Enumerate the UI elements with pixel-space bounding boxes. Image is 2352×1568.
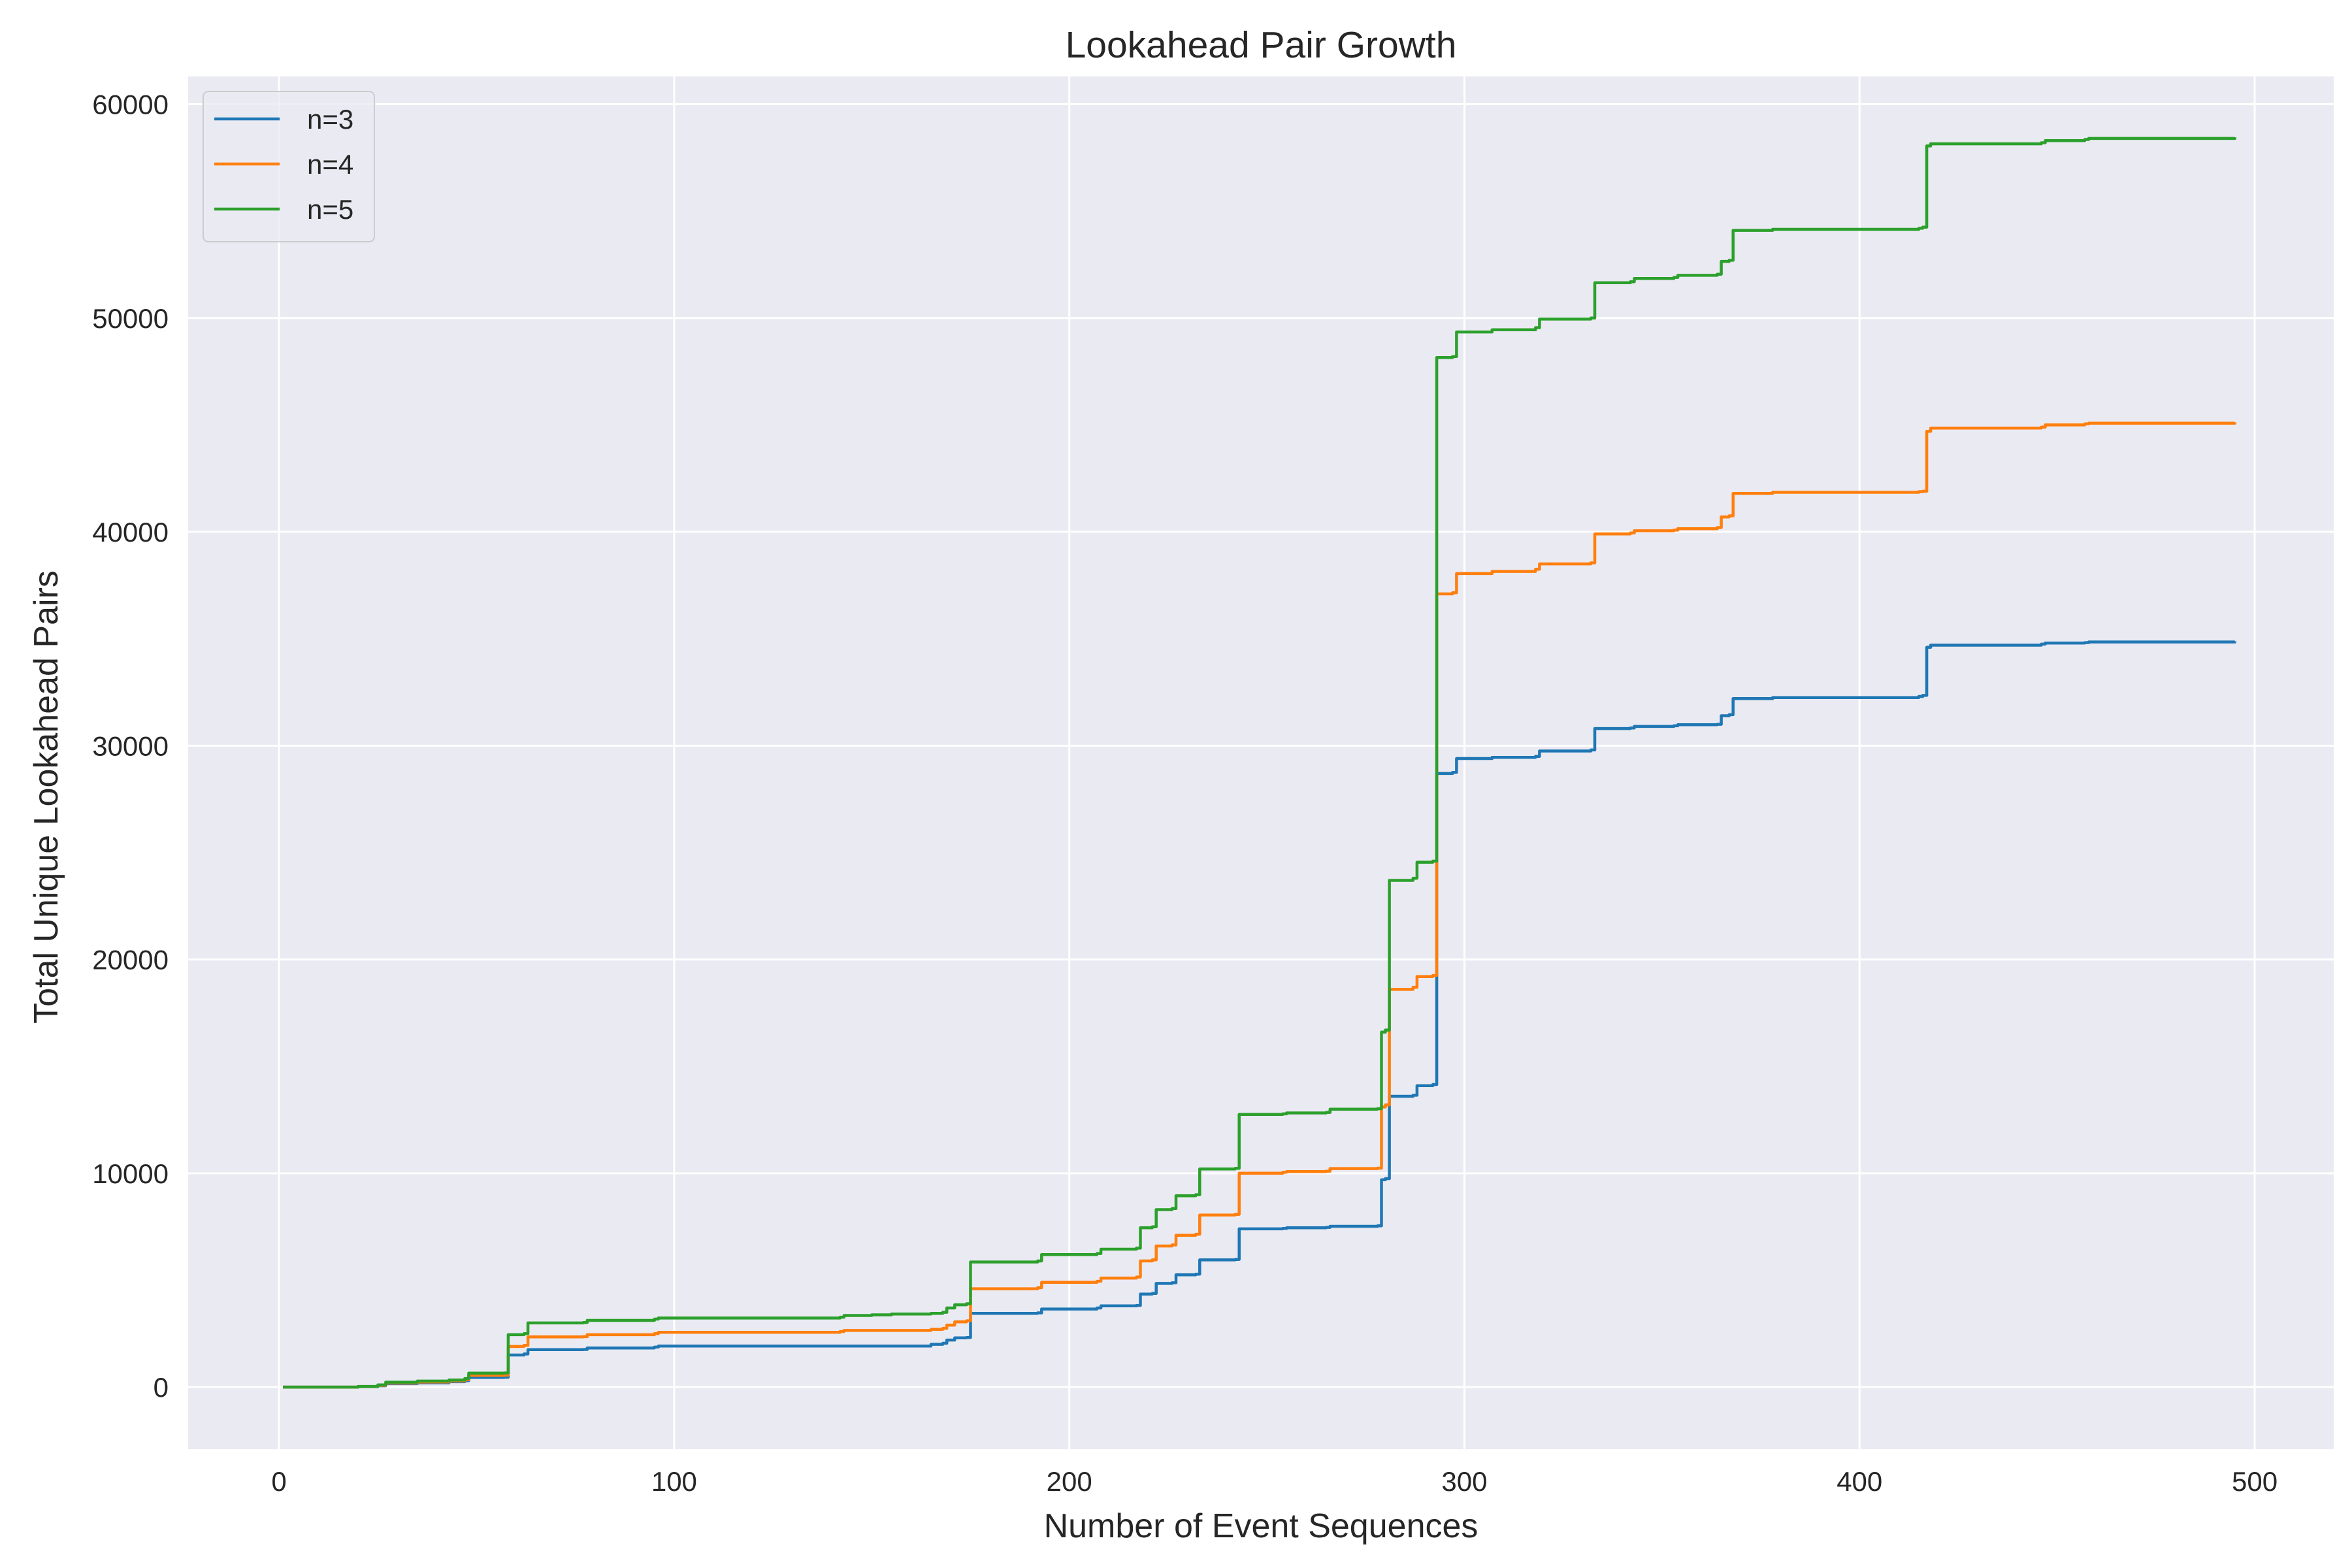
y-tick-label: 50000 (92, 303, 169, 334)
y-axis-label: Total Unique Lookahead Pairs (27, 570, 65, 1024)
series-line-n-4 (283, 421, 2237, 1389)
chart-title: Lookahead Pair Growth (1066, 24, 1457, 66)
x-tick-label: 100 (651, 1466, 697, 1497)
y-tick-label: 30000 (92, 730, 169, 761)
legend-label: n=4 (307, 149, 353, 180)
tick-labels: 0 100 200 300 400 500 0 10000 20000 30000 40000 500… (92, 90, 2278, 1497)
x-tick-label: 0 (271, 1466, 286, 1497)
y-tick-label: 20000 (92, 945, 169, 975)
x-tick-label: 300 (1441, 1466, 1487, 1497)
x-tick-label: 400 (1837, 1466, 1882, 1497)
plot-area (188, 76, 2334, 1449)
legend: n=3 n=4 n=5 (203, 91, 375, 242)
legend-label: n=5 (307, 194, 353, 225)
x-tick-label: 500 (2232, 1466, 2278, 1497)
grid-lines (188, 76, 2334, 1449)
y-tick-label: 40000 (92, 517, 169, 547)
series-line-n-5 (283, 137, 2237, 1389)
legend-box (203, 91, 375, 242)
x-axis-label: Number of Event Sequences (1044, 1507, 1478, 1545)
x-tick-label: 200 (1047, 1466, 1092, 1497)
y-tick-label: 0 (154, 1372, 169, 1403)
y-tick-label: 10000 (92, 1158, 169, 1189)
series-layer (283, 137, 2237, 1389)
series-line-n-3 (283, 640, 2237, 1389)
legend-label: n=3 (307, 104, 353, 135)
y-tick-label: 60000 (92, 90, 169, 120)
